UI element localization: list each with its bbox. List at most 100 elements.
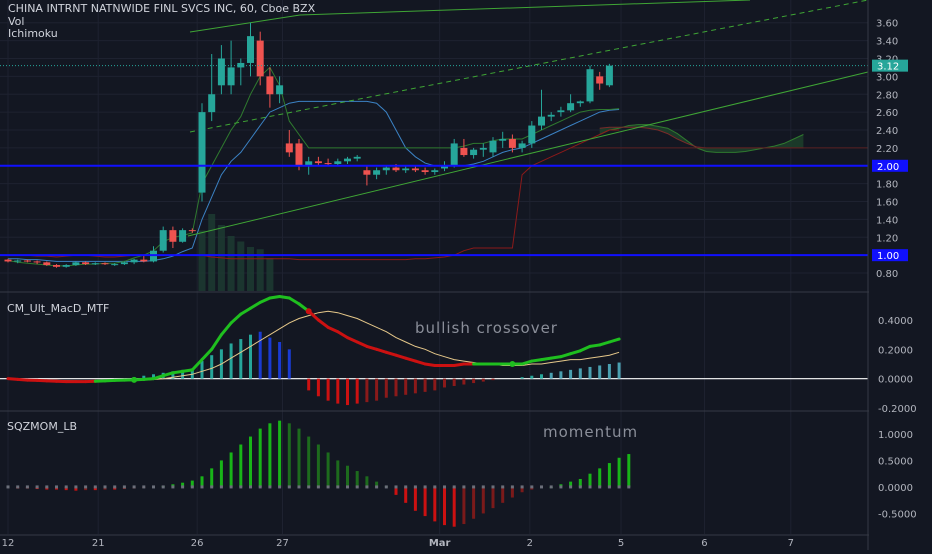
sqz-dot-2: [26, 485, 29, 488]
candle-body-29: [286, 143, 293, 152]
price-tick-label-10: 1.60: [876, 198, 898, 209]
sqz-bar-48: [472, 487, 475, 519]
price-tick-label-1: 3.40: [876, 37, 898, 48]
candle-body-5: [53, 265, 60, 267]
candle-body-50: [490, 141, 497, 153]
candle-body-33: [325, 163, 332, 164]
candle-body-58: [567, 103, 574, 110]
symbol-title[interactable]: CHINA INTRNT NATNWIDE FINL SVCS INC, 60,…: [8, 3, 315, 15]
sqz-dot-6: [65, 485, 68, 488]
sqz-bar-35: [346, 466, 349, 487]
sqz-bar-41: [404, 487, 407, 503]
candle-body-38: [373, 170, 380, 174]
time-tick-label-3: 27: [276, 538, 289, 549]
sqz-dot-40: [395, 485, 398, 488]
candle-body-40: [393, 168, 400, 171]
candle-body-7: [72, 262, 79, 265]
macd-hist-bar-23: [230, 343, 233, 378]
momentum-annotation: momentum: [543, 423, 638, 441]
macd-hist-bar-28: [278, 342, 281, 379]
macd-hist-bar-29: [288, 349, 291, 378]
sqz-dot-29: [288, 485, 291, 488]
sqz-dot-57: [559, 485, 562, 488]
time-tick-label-4: Mar: [429, 538, 451, 549]
sqz-dot-42: [414, 485, 417, 488]
candle-body-8: [82, 262, 89, 264]
sqz-dot-38: [375, 485, 378, 488]
candle-body-35: [344, 159, 351, 162]
macd-hist-bar-41: [404, 379, 407, 395]
sqz-dot-31: [307, 485, 310, 488]
sqz-bar-45: [443, 487, 446, 525]
ichimoku-indicator-label[interactable]: Ichimoku: [8, 28, 58, 40]
sqz-dot-63: [618, 485, 621, 488]
candle-body-59: [577, 101, 584, 103]
time-tick-label-5: 2: [527, 538, 533, 549]
price-tick-label-0: 3.60: [876, 19, 898, 30]
sqz-bar-27: [268, 423, 271, 487]
sqz-dot-28: [278, 485, 281, 488]
candle-body-60: [587, 69, 594, 101]
macd-hist-bar-34: [336, 379, 339, 404]
candle-body-21: [208, 94, 215, 112]
candle-body-52: [509, 139, 516, 148]
sqz-dot-61: [598, 485, 601, 488]
price-tick-label-6: 2.40: [876, 126, 898, 137]
sqz-dot-51: [501, 485, 504, 488]
sqz-bar-37: [365, 476, 368, 487]
candle-body-12: [121, 262, 128, 264]
macd-tick-label-0: 0.4000: [878, 316, 913, 327]
volume-bar-27: [266, 258, 273, 291]
sqz-tick-label-1: 0.5000: [878, 456, 913, 467]
sqz-dot-15: [152, 485, 155, 488]
sqz-dot-5: [55, 485, 58, 488]
sqz-tick-label-0: 1.0000: [878, 430, 913, 441]
sqz-dot-27: [268, 485, 271, 488]
sqz-dot-21: [210, 485, 213, 488]
sqz-bar-34: [336, 460, 339, 487]
sqz-dot-64: [627, 485, 630, 488]
sqz-bar-33: [327, 452, 330, 486]
sqz-dot-3: [36, 485, 39, 488]
sqz-bar-50: [492, 487, 495, 508]
sqz-dot-34: [336, 485, 339, 488]
candle-body-53: [519, 143, 526, 147]
sqz-bar-49: [482, 487, 485, 514]
candle-body-51: [499, 139, 506, 141]
sqz-bar-28: [278, 421, 281, 487]
sqz-bar-22: [220, 460, 223, 487]
candle-body-32: [315, 161, 322, 163]
sqz-dot-24: [239, 485, 242, 488]
macd-hist-bar-61: [598, 365, 601, 378]
sqz-dot-52: [511, 485, 514, 488]
candle-body-46: [451, 143, 458, 165]
candle-body-4: [43, 262, 50, 265]
sqz-bar-52: [511, 487, 514, 498]
sqz-dot-0: [7, 485, 10, 488]
candle-body-37: [363, 170, 370, 174]
macd-hist-bar-48: [472, 379, 475, 383]
sqz-bar-21: [210, 468, 213, 487]
sqz-dot-11: [113, 485, 116, 488]
macd-hist-bar-57: [559, 371, 562, 378]
volume-bar-21: [208, 214, 215, 291]
candle-body-23: [228, 67, 235, 85]
macd-cross-dot-1: [306, 308, 312, 314]
sqz-dot-14: [142, 485, 145, 488]
candle-body-54: [528, 126, 535, 144]
sqz-dot-47: [462, 485, 465, 488]
candle-body-19: [189, 230, 196, 231]
candle-body-48: [470, 150, 477, 155]
level-badge-label-0: 2.00: [877, 162, 899, 173]
sqz-bar-63: [618, 458, 621, 487]
sqz-dot-59: [579, 485, 582, 488]
sqz-dot-45: [443, 485, 446, 488]
sqz-bar-46: [453, 487, 456, 527]
candle-body-49: [480, 148, 487, 150]
sqz-dot-8: [84, 485, 87, 488]
candle-body-41: [402, 168, 409, 170]
sqz-tick-label-3: -0.5000: [878, 509, 917, 520]
sqz-dot-36: [356, 485, 359, 488]
